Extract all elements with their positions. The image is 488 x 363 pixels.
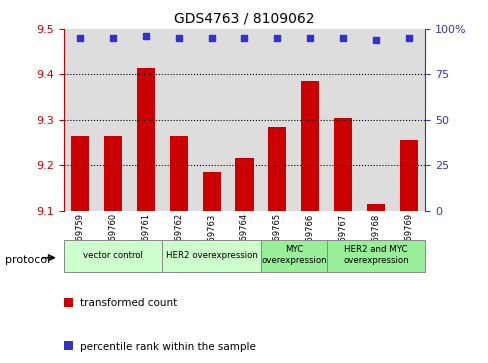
Bar <box>103 136 122 211</box>
FancyBboxPatch shape <box>261 240 326 272</box>
Point <box>207 35 215 41</box>
Bar <box>129 29 162 211</box>
Bar <box>293 29 326 211</box>
Bar <box>235 158 253 211</box>
Bar <box>301 81 319 211</box>
Point <box>339 35 346 41</box>
Bar <box>169 136 187 211</box>
Bar <box>392 29 425 211</box>
Point <box>273 35 281 41</box>
Bar <box>137 68 155 211</box>
Point <box>371 37 379 43</box>
Bar <box>399 140 417 211</box>
Point <box>109 35 117 41</box>
FancyBboxPatch shape <box>162 240 261 272</box>
Text: percentile rank within the sample: percentile rank within the sample <box>80 342 255 352</box>
Bar <box>195 29 227 211</box>
Bar <box>162 29 195 211</box>
Point <box>174 35 182 41</box>
Bar <box>227 29 261 211</box>
Text: vector control: vector control <box>83 251 142 260</box>
Title: GDS4763 / 8109062: GDS4763 / 8109062 <box>174 11 314 25</box>
Point <box>404 35 412 41</box>
Point <box>240 35 248 41</box>
Point <box>76 35 84 41</box>
Bar <box>366 204 385 211</box>
Bar <box>63 29 96 211</box>
Bar <box>359 29 392 211</box>
Bar <box>268 127 286 211</box>
Point <box>142 33 149 39</box>
Text: MYC
overexpression: MYC overexpression <box>261 245 326 265</box>
Bar <box>202 172 220 211</box>
Text: protocol: protocol <box>5 254 50 265</box>
FancyBboxPatch shape <box>63 240 162 272</box>
Text: transformed count: transformed count <box>80 298 177 308</box>
Bar <box>261 29 293 211</box>
Bar <box>326 29 359 211</box>
Text: HER2 and MYC
overexpression: HER2 and MYC overexpression <box>343 245 408 265</box>
Bar <box>96 29 129 211</box>
Bar <box>71 136 89 211</box>
FancyBboxPatch shape <box>326 240 425 272</box>
Text: HER2 overexpression: HER2 overexpression <box>165 251 257 260</box>
Point <box>306 35 314 41</box>
Bar <box>333 118 351 211</box>
